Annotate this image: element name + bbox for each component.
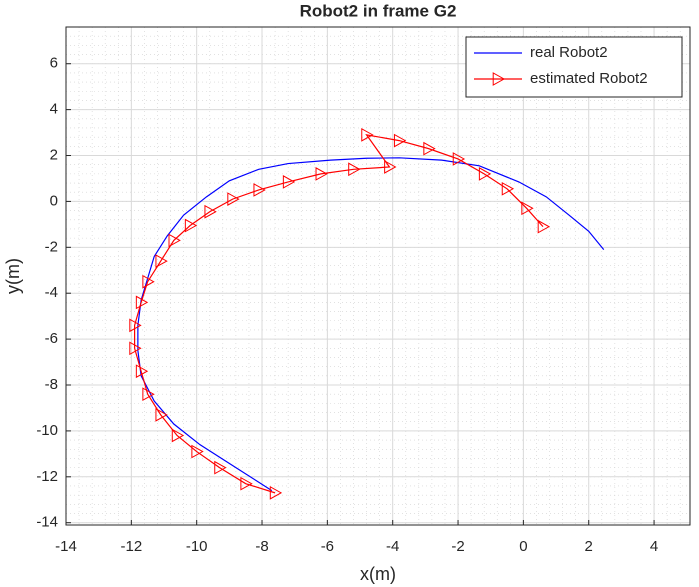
- marker: [191, 444, 204, 459]
- y-axis-label: y(m): [3, 258, 23, 294]
- marker: [171, 428, 185, 443]
- y-tick-label: -10: [36, 422, 58, 439]
- legend-label: real Robot2: [530, 44, 608, 61]
- plot: [129, 128, 605, 500]
- marker: [240, 476, 253, 491]
- y-tick-label: 0: [50, 192, 58, 209]
- chart-title: Robot2 in frame G2: [300, 1, 457, 20]
- y-tick-label: -2: [45, 238, 58, 255]
- marker: [135, 295, 149, 310]
- legend-box: [465, 36, 683, 98]
- marker: [315, 167, 328, 181]
- y-tick-label: 6: [50, 55, 58, 72]
- marker: [361, 128, 374, 142]
- marker: [129, 318, 142, 333]
- marker: [478, 167, 492, 181]
- axes-box: [65, 26, 691, 526]
- marker: [227, 192, 240, 206]
- marker: [253, 183, 266, 197]
- x-tick-label: -8: [255, 538, 268, 555]
- y-tick-label: -12: [36, 468, 58, 485]
- marker: [501, 181, 515, 196]
- x-tick-label: 2: [585, 538, 593, 555]
- x-tick-label: -4: [386, 538, 399, 555]
- marker: [537, 219, 551, 234]
- marker: [184, 218, 198, 233]
- legend-marker: [492, 72, 506, 86]
- marker: [168, 233, 181, 248]
- marker: [204, 204, 217, 219]
- x-axis-label: x(m): [360, 564, 396, 584]
- y-tick-label: -14: [36, 514, 58, 531]
- y-tick-label: -8: [45, 376, 58, 393]
- marker: [521, 201, 534, 216]
- marker: [135, 364, 149, 379]
- marker: [393, 133, 407, 148]
- marker: [155, 407, 168, 422]
- x-tick-label: -12: [120, 538, 142, 555]
- x-tick-label: -6: [321, 538, 334, 555]
- marker: [142, 274, 155, 289]
- marker: [155, 254, 168, 268]
- x-tick-label: 4: [650, 538, 658, 555]
- legend-label: estimated Robot2: [530, 70, 648, 87]
- x-tick-label: -2: [451, 538, 464, 555]
- marker: [282, 175, 296, 189]
- y-tick-label: 2: [50, 146, 58, 163]
- marker: [423, 141, 436, 156]
- plot-area: [66, 27, 690, 525]
- marker: [142, 387, 155, 402]
- y-tick-label: 4: [50, 101, 58, 118]
- y-tick-label: -6: [45, 330, 58, 347]
- grid: [65, 27, 690, 525]
- marker: [129, 341, 142, 356]
- marker: [269, 486, 283, 500]
- series-line: [134, 134, 544, 494]
- marker: [384, 160, 397, 174]
- y-tick-label: -4: [45, 284, 58, 301]
- series-line: [137, 157, 605, 492]
- x-tick-label: -10: [186, 538, 208, 555]
- marker: [452, 152, 466, 166]
- x-tick-label: -14: [55, 538, 77, 555]
- marker: [214, 460, 227, 475]
- x-tick-label: 0: [519, 538, 527, 555]
- marker: [348, 162, 361, 177]
